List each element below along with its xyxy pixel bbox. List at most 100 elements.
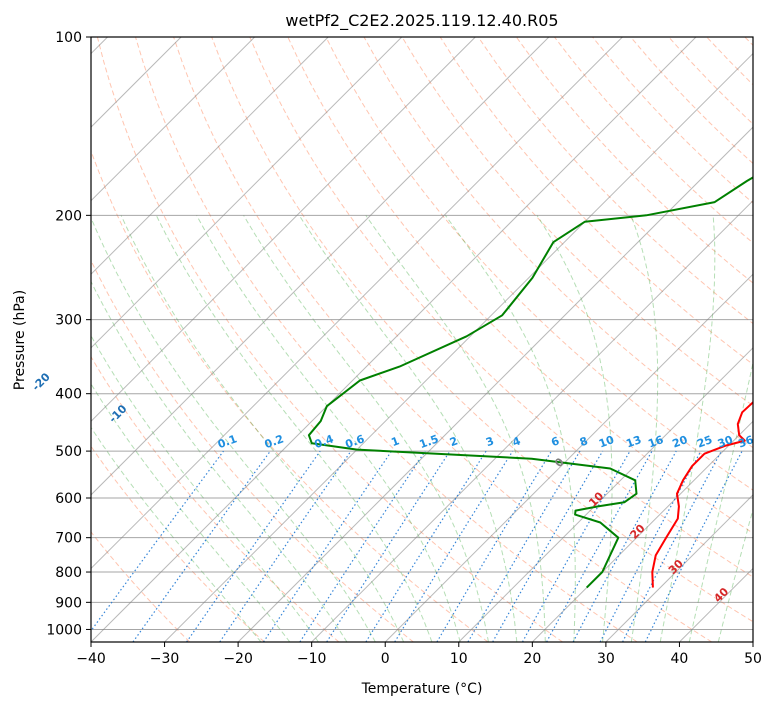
mixing-ratio-label: 4 bbox=[511, 434, 523, 449]
moist-adiabat bbox=[630, 215, 659, 642]
plot-frame bbox=[90, 36, 754, 643]
y-tick-label: 500 bbox=[55, 444, 82, 460]
y-tick-label: 200 bbox=[55, 208, 82, 224]
mixing-ratio-line bbox=[262, 450, 392, 642]
dry-adiabat bbox=[211, 37, 753, 623]
moist-adiabat bbox=[365, 215, 546, 642]
x-tick-label: −10 bbox=[297, 651, 327, 667]
moist-adiabat bbox=[155, 215, 433, 642]
mixing-ratio-line bbox=[326, 450, 451, 642]
x-tick-label: −40 bbox=[76, 651, 106, 667]
x-tick-label: 40 bbox=[671, 651, 689, 667]
moist-adiabat bbox=[91, 426, 262, 642]
mixing-ratio-label: 0.1 bbox=[216, 432, 239, 451]
y-tick-label: 100 bbox=[55, 30, 82, 46]
isotherm bbox=[605, 494, 753, 642]
moist-adiabat bbox=[120, 215, 405, 642]
mixing-ratio-label: 10 bbox=[597, 433, 616, 451]
mixing-ratio-label: 0.4 bbox=[313, 432, 336, 451]
isotherm bbox=[91, 37, 256, 202]
temperature-profile bbox=[651, 400, 753, 588]
mixing-ratio-line bbox=[132, 450, 271, 642]
mixing-ratio-label: 30 bbox=[716, 433, 735, 451]
mixing-ratio-line bbox=[394, 450, 514, 642]
mixing-ratio-label: 20 bbox=[671, 433, 690, 451]
isotherm bbox=[91, 37, 403, 349]
isotherm bbox=[311, 199, 753, 642]
isotherm bbox=[237, 126, 753, 642]
x-tick-label: 30 bbox=[597, 651, 615, 667]
isotherm bbox=[164, 52, 753, 642]
y-tick-label: 700 bbox=[55, 531, 82, 547]
y-tick-label: 300 bbox=[55, 313, 82, 329]
x-tick-label: 20 bbox=[523, 651, 541, 667]
moist-adiabat bbox=[688, 360, 753, 642]
plot-area: 0.10.20.40.611.52346810131620253036-100-… bbox=[30, 30, 762, 667]
y-tick-label: 1000 bbox=[46, 622, 82, 638]
mixing-ratio-label: 6 bbox=[549, 434, 561, 449]
dry-adiabat bbox=[401, 37, 753, 407]
y-tick-label: 400 bbox=[55, 387, 82, 403]
chart-title: wetPf2_C2E2.2025.119.12.40.R05 bbox=[285, 11, 558, 31]
mixing-ratio-label: 3 bbox=[484, 434, 496, 449]
isotherm bbox=[531, 420, 753, 642]
isotherm bbox=[384, 273, 753, 642]
y-axis: 100 200 300 400 500 600 700 800 900 1000 bbox=[46, 30, 91, 638]
mixing-ratio-label: 13 bbox=[624, 433, 643, 450]
mixing-ratio-line bbox=[521, 450, 631, 642]
y-axis-label: Pressure (hPa) bbox=[12, 290, 28, 390]
x-tick-label: −30 bbox=[150, 651, 180, 667]
mixing-ratio-label: 1.5 bbox=[418, 432, 441, 451]
isotherm bbox=[458, 347, 753, 642]
dry-adiabat bbox=[439, 37, 753, 366]
y-tick-label: 600 bbox=[55, 491, 82, 507]
dry-adiabat bbox=[515, 37, 753, 284]
moist-adiabat bbox=[91, 280, 348, 642]
x-tick-label: 0 bbox=[381, 651, 390, 667]
mixing-ratio-label: 0.6 bbox=[343, 432, 366, 451]
mixing-ratio-line bbox=[91, 450, 224, 632]
dry-adiabat bbox=[91, 355, 340, 642]
x-tick-label: 50 bbox=[744, 651, 762, 667]
dry-adiabat bbox=[249, 37, 753, 578]
isotherm bbox=[91, 37, 697, 642]
x-tick-label: 10 bbox=[450, 651, 468, 667]
dry-adiabat bbox=[91, 149, 489, 642]
x-tick-label: −20 bbox=[223, 651, 253, 667]
moist-adiabat bbox=[91, 334, 319, 642]
mixing-ratio-label: 2 bbox=[448, 434, 460, 449]
moist-adiabat bbox=[298, 215, 518, 642]
dry-adiabat bbox=[91, 445, 265, 642]
moist-adiabat bbox=[536, 215, 613, 642]
x-axis-label: Temperature (°C) bbox=[361, 681, 483, 697]
isotherm bbox=[91, 37, 623, 570]
mixing-ratio-line bbox=[546, 450, 653, 642]
dry-adiabat bbox=[173, 37, 713, 642]
dry-adiabat bbox=[91, 531, 191, 642]
mixing-ratio-label: 36 bbox=[736, 433, 755, 451]
dry-adiabat bbox=[135, 37, 638, 642]
mixing-ratio-label: 16 bbox=[646, 433, 665, 451]
dewpoint-profile bbox=[307, 176, 753, 589]
y-tick-label: 900 bbox=[55, 595, 82, 611]
plot-background bbox=[91, 37, 753, 642]
moist-adiabat bbox=[91, 216, 376, 642]
mixing-ratio-line bbox=[644, 450, 743, 642]
dry-adiabat bbox=[325, 37, 753, 491]
x-axis: −40 −30 −20 −10 0 10 20 30 40 50 bbox=[76, 642, 762, 667]
mixing-ratio-line bbox=[186, 450, 321, 642]
isotherm bbox=[91, 37, 550, 496]
moist-adiabat bbox=[196, 215, 461, 642]
mixing-ratio-line bbox=[299, 450, 426, 642]
y-tick-label: 800 bbox=[55, 565, 82, 581]
mixing-ratio-label: 0.2 bbox=[263, 432, 286, 451]
mixing-ratio-line bbox=[572, 450, 677, 642]
isotherm bbox=[91, 37, 476, 423]
mixing-ratio-label: 25 bbox=[695, 433, 714, 450]
mixing-ratio-label: 1 bbox=[389, 434, 401, 449]
mixing-ratio-label: 8 bbox=[578, 434, 590, 449]
mixing-ratio-line bbox=[219, 450, 352, 642]
dry-adiabat bbox=[96, 37, 563, 642]
isotherm bbox=[91, 37, 329, 275]
